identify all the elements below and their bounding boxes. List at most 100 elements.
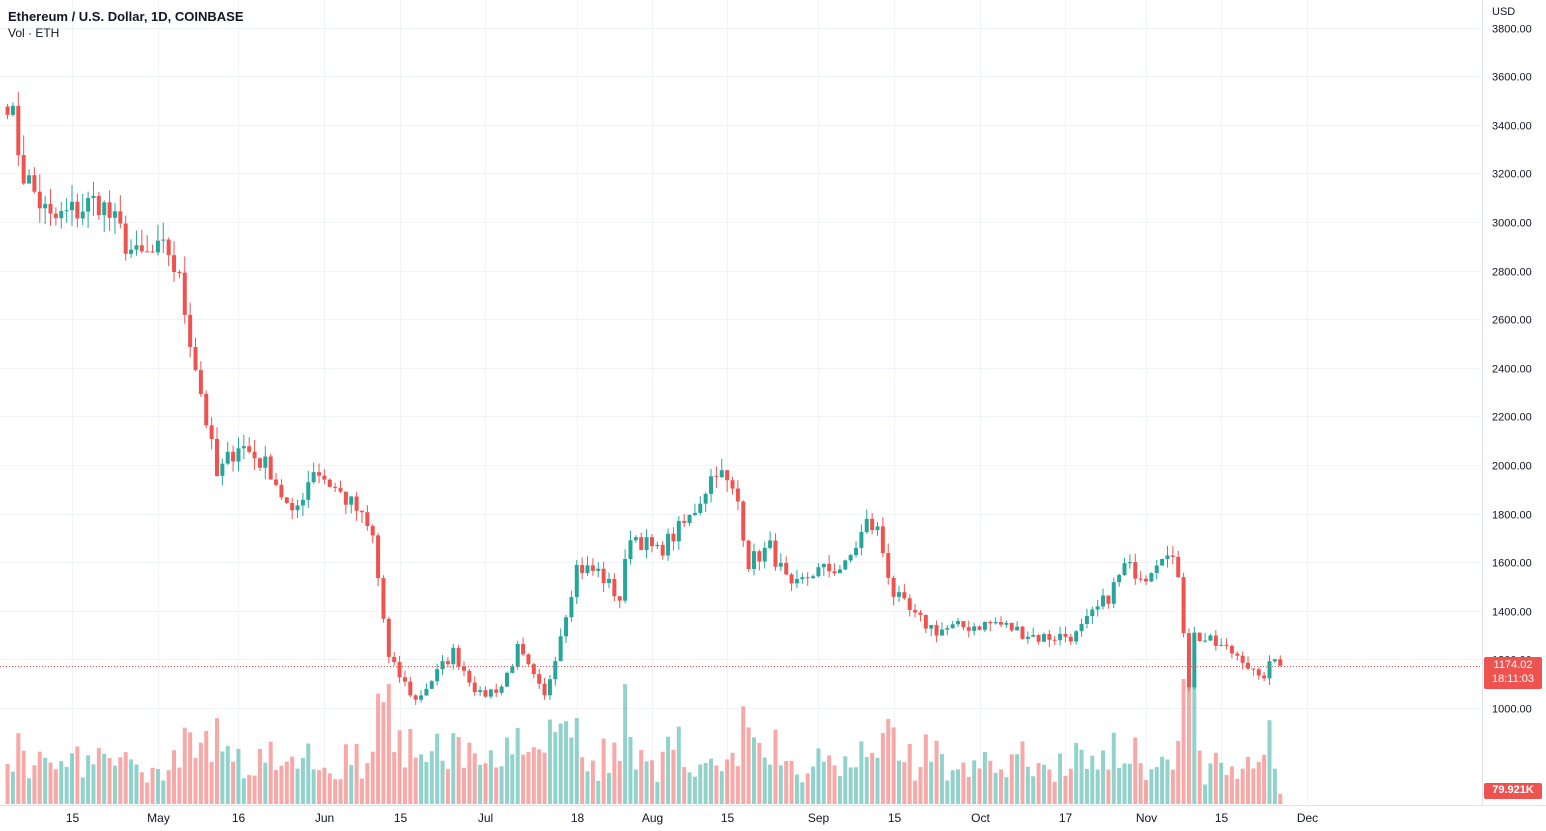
candle-body: [333, 486, 338, 489]
volume-bar: [961, 762, 966, 804]
volume-bar: [118, 757, 123, 804]
candle-body: [1058, 633, 1063, 641]
candle-body: [1262, 675, 1267, 679]
candle-body: [999, 622, 1004, 625]
candle-body: [322, 475, 327, 480]
volume-bar: [204, 730, 209, 804]
candle-body: [279, 484, 284, 498]
volume-bar: [1176, 740, 1181, 804]
volume-bar: [644, 761, 649, 804]
volume-bar: [494, 767, 499, 804]
price-tick-label: 3000.00: [1492, 218, 1532, 230]
volume-bar: [923, 734, 928, 804]
candle-body: [1229, 645, 1234, 654]
volume-bar: [1181, 679, 1186, 804]
candle-body: [402, 677, 407, 682]
volume-bar: [1149, 769, 1154, 804]
candle-body: [880, 526, 885, 554]
candle-body: [875, 526, 880, 531]
volume-bar: [317, 770, 322, 804]
candle-body: [832, 571, 837, 574]
volume-bar: [741, 706, 746, 804]
time-tick-label: 15: [394, 811, 408, 825]
volume-bar: [64, 766, 69, 804]
volume-bar: [628, 736, 633, 804]
volume-bar: [687, 772, 692, 804]
candle-body: [607, 578, 611, 583]
candle-body: [1041, 634, 1046, 642]
candle-body: [440, 661, 445, 670]
volume-bar: [913, 780, 918, 804]
time-axis[interactable]: 15 May 16 Jun 15 Jul 18 Aug 15 Sep 15 Oct 17 Nov 15 Dec: [66, 811, 1318, 825]
candle-body: [413, 695, 418, 700]
volume-bar: [956, 769, 961, 804]
volume-bar: [1272, 768, 1277, 804]
volume-bar: [1192, 679, 1197, 804]
candle-body: [1267, 661, 1272, 679]
volume-bar: [413, 757, 418, 804]
volume-bar: [1165, 759, 1170, 804]
volume-bar: [1031, 776, 1036, 804]
candle-body: [923, 614, 928, 629]
volume-bar: [343, 744, 348, 804]
price-tick-label: 1800.00: [1492, 510, 1532, 522]
volume-bar: [1015, 754, 1020, 804]
volume-bar: [1084, 768, 1089, 804]
candle-body: [166, 239, 171, 256]
candle-body: [929, 625, 934, 629]
candle-body: [709, 476, 714, 494]
volume-bar: [451, 733, 456, 804]
candle-body: [300, 499, 305, 506]
volume-bar: [762, 757, 767, 804]
volume-bar: [902, 762, 907, 804]
volume-bar: [102, 753, 107, 804]
volume-bar: [1224, 774, 1229, 804]
volume-bar: [279, 765, 284, 804]
volume-bar: [521, 754, 526, 804]
candle-body: [209, 425, 214, 439]
price-axis[interactable]: 1000.001200.001400.001600.001800.002000.…: [1492, 24, 1532, 716]
volume-bar: [773, 729, 778, 804]
candle-body: [918, 612, 923, 615]
volume-bar: [950, 770, 955, 804]
candle-body: [1197, 632, 1202, 642]
time-tick-label: 18: [571, 811, 585, 825]
candle-body: [1272, 659, 1277, 662]
volume-bar: [1240, 768, 1245, 804]
volume-bar: [27, 778, 32, 804]
candle-body: [907, 598, 912, 610]
volume-bar: [768, 764, 773, 804]
volume-bar: [1004, 777, 1009, 804]
price-tick-label: 2800.00: [1492, 267, 1532, 279]
candle-body: [231, 451, 236, 462]
candle-body: [338, 488, 343, 492]
price-tick-label: 1000.00: [1492, 704, 1532, 716]
volume-bar: [338, 779, 343, 804]
volume-bar: [75, 746, 80, 804]
volume-bar: [488, 750, 493, 804]
volume-bar: [1041, 764, 1046, 804]
candle-body: [982, 621, 987, 630]
candle-body: [896, 592, 901, 597]
volume-bar: [1278, 794, 1283, 804]
volume-bar: [751, 737, 756, 804]
candle-body: [1015, 626, 1020, 631]
candle-body: [1203, 640, 1208, 642]
volume-bar: [617, 760, 622, 804]
volume-bar: [660, 751, 665, 804]
candle-body: [129, 249, 134, 254]
candle-body: [392, 656, 397, 663]
candle-body: [1181, 577, 1186, 634]
volume-bar: [80, 777, 85, 804]
time-tick-label: Jul: [478, 811, 493, 825]
candle-body: [714, 476, 719, 478]
candle-body: [1106, 595, 1111, 604]
volume-bar: [456, 737, 461, 804]
candle-body: [1208, 635, 1213, 641]
volume-bar: [322, 767, 327, 804]
candle-body: [649, 537, 654, 547]
candle-body: [241, 446, 246, 449]
candle-body: [295, 505, 300, 511]
candle-body: [945, 628, 950, 630]
